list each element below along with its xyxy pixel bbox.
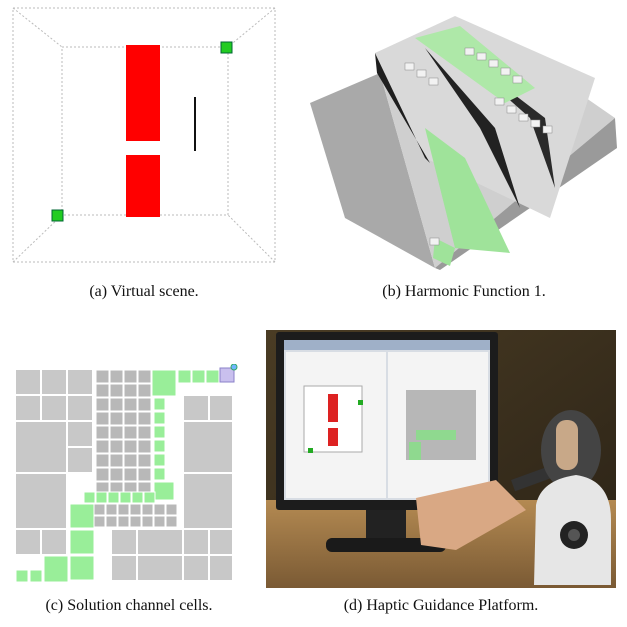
obstacle-top (126, 45, 160, 141)
channel-cells (15, 369, 220, 583)
panel-harmonic-function (305, 8, 623, 270)
start-cube (51, 209, 64, 222)
caption-a: (a) Virtual scene. (89, 283, 199, 300)
goal-cell (219, 367, 235, 383)
solution-channel-figure (14, 364, 238, 584)
panel-virtual-scene (10, 5, 278, 265)
harmonic-function-figure (310, 16, 617, 270)
goal-marker (230, 364, 238, 371)
obstacle-bottom (126, 155, 160, 217)
caption-c: (c) Solution channel cells. (45, 597, 213, 614)
caption-d: (d) Haptic Guidance Platform. (343, 597, 539, 614)
goal-cube (220, 41, 233, 54)
caption-b: (b) Harmonic Function 1. (382, 283, 546, 300)
virtual-scene-figure (12, 7, 276, 263)
panel-haptic-platform-photo (266, 330, 616, 588)
haptic-platform-photo (266, 330, 616, 588)
panel-solution-channel (14, 364, 240, 586)
